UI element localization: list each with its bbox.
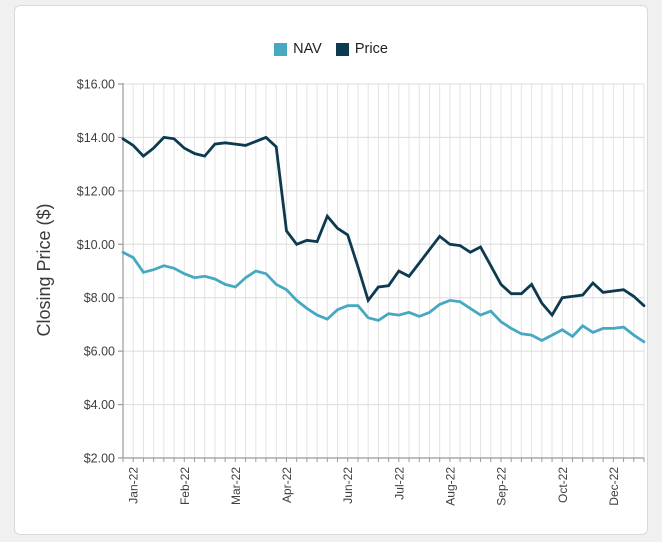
legend-item-price: Price <box>335 41 388 57</box>
gridlines <box>122 83 645 459</box>
legend-label-nav: NAV <box>293 41 322 57</box>
legend-swatch-nav <box>274 42 288 56</box>
y-axis-tick-label: $14.00 <box>77 131 115 145</box>
legend-swatch-price <box>335 42 349 56</box>
y-axis-title: Closing Price ($) <box>34 203 54 337</box>
x-axis-tick-label: Aug-22 <box>443 467 457 506</box>
price-line <box>121 135 646 318</box>
line-chart: $2.00 $4.00 $6.00 $8.00 $10.00 $12.00 $14.00 $1… <box>77 78 646 506</box>
x-axis-tick-label: Feb-22 <box>178 467 192 505</box>
y-axis-tick-label: $12.00 <box>77 184 115 198</box>
y-axis-tick-label: $16.00 <box>77 78 115 92</box>
series-lines <box>121 135 646 344</box>
legend: NAV Price <box>15 41 647 57</box>
y-axis-tick-label: $10.00 <box>77 238 115 252</box>
legend-item-nav: NAV <box>274 41 322 57</box>
nav-line <box>121 250 646 344</box>
x-axis-tick-label: Oct-22 <box>556 467 570 503</box>
x-axis-tick-label: Jun-22 <box>341 467 355 504</box>
y-axis-tick-labels: $2.00 $4.00 $6.00 $8.00 $10.00 $12.00 $14.00 $1… <box>77 78 115 466</box>
x-axis-tick-label: Jul-22 <box>392 467 406 500</box>
y-axis-tick-label: $4.00 <box>84 398 115 412</box>
legend-label-price: Price <box>354 41 388 57</box>
chart-card: $2.00 $4.00 $6.00 $8.00 $10.00 $12.00 $14.00 $1… <box>14 5 648 535</box>
x-axis-tick-label: Dec-22 <box>607 467 621 506</box>
y-axis-tick-label: $8.00 <box>84 291 115 305</box>
x-axis-tick-label: Mar-22 <box>229 467 243 505</box>
axes <box>118 83 645 462</box>
x-axis-tick-labels: Jan-22 Feb-22 Mar-22 Apr-22 Jun-22 Jul-22 Aug-… <box>127 467 621 506</box>
y-axis-tick-label: $6.00 <box>84 345 115 359</box>
x-axis-tick-label: Sep-22 <box>494 467 508 506</box>
y-axis-tick-label: $2.00 <box>84 452 115 466</box>
x-axis-tick-label: Apr-22 <box>280 467 294 503</box>
x-axis-tick-label: Jan-22 <box>127 467 141 504</box>
